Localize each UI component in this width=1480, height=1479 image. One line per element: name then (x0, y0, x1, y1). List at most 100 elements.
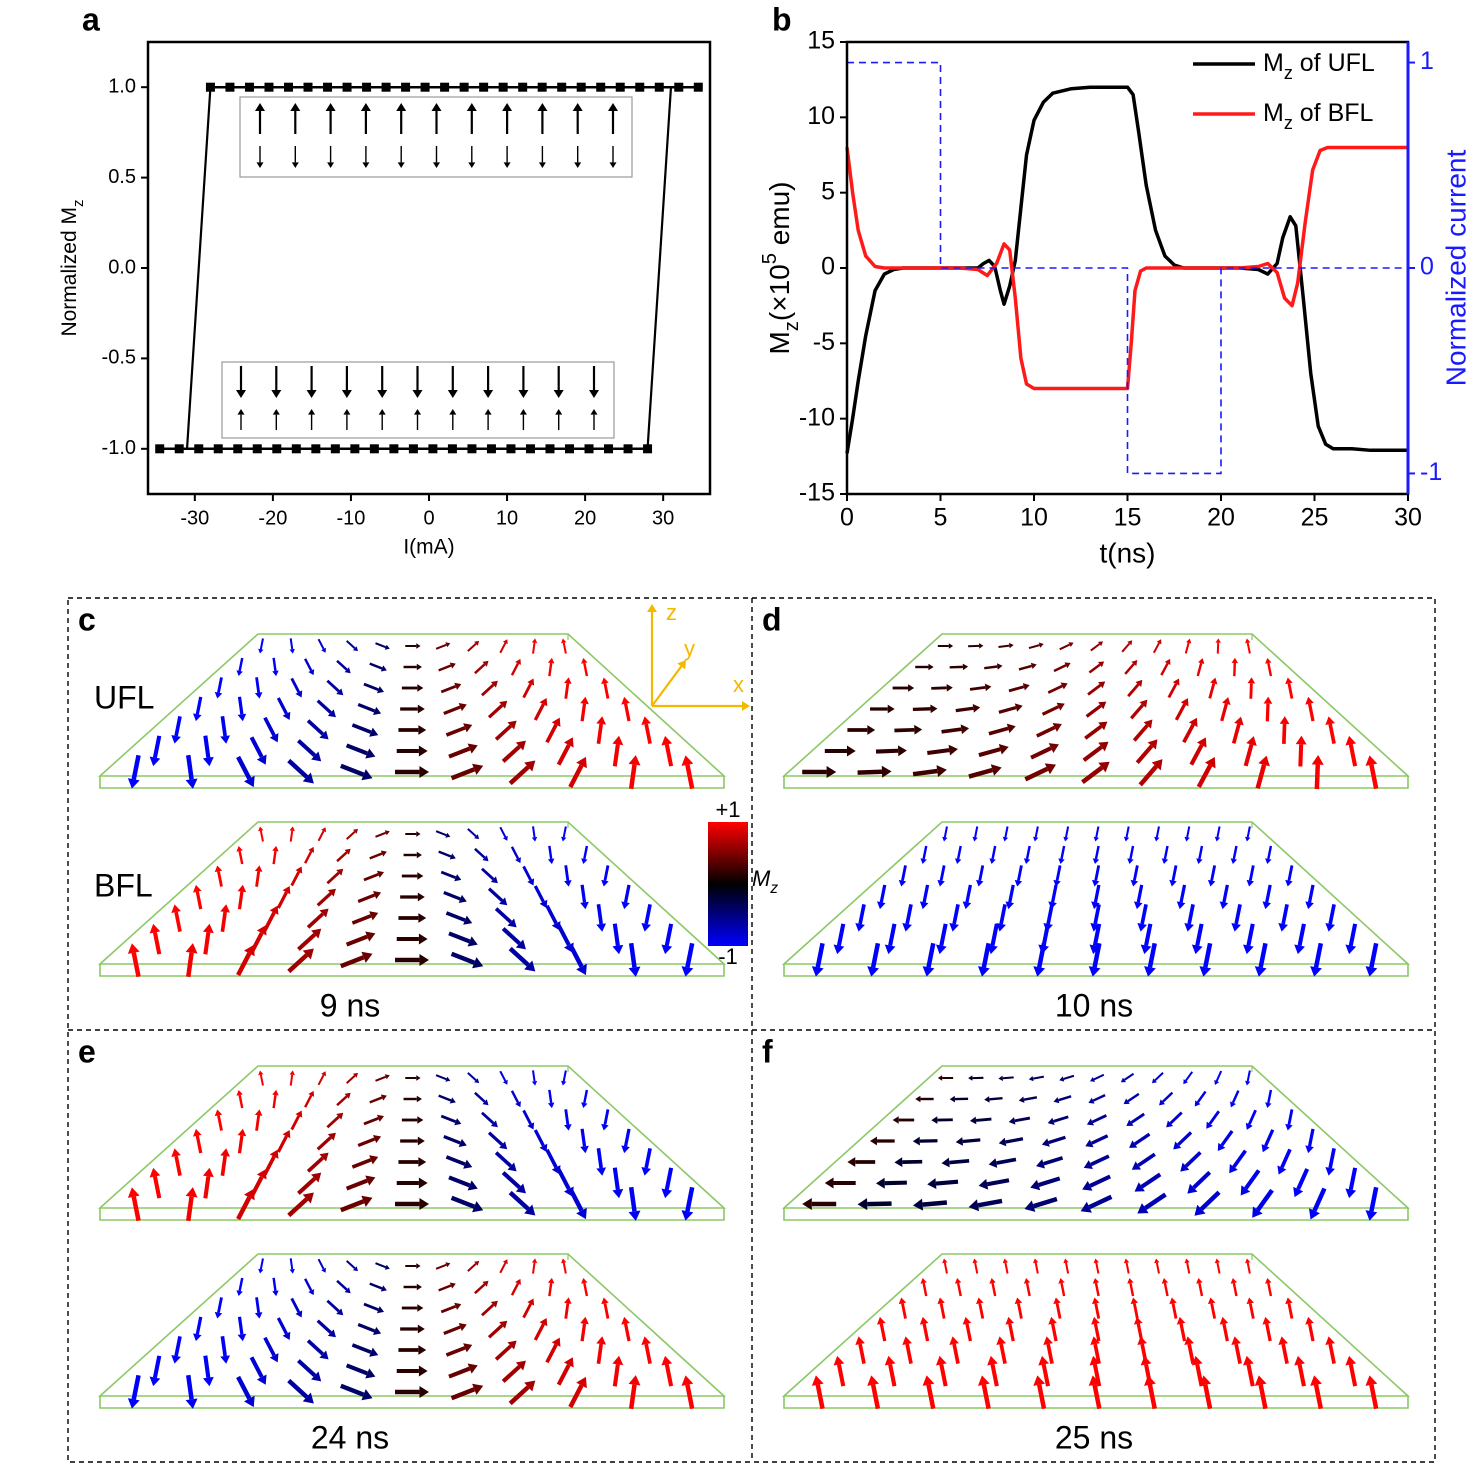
spin-arrow-head (612, 944, 624, 955)
spin-arrow (902, 904, 913, 932)
spin-arrow (955, 1137, 981, 1146)
spin-arrow-shaft (981, 1384, 991, 1410)
spin-arrow (501, 1360, 526, 1383)
spin-arrow-shaft (510, 1090, 520, 1104)
spin-arrow-head (681, 755, 694, 766)
spin-arrow-head (302, 1392, 314, 1404)
spin-arrow-shaft (152, 735, 162, 758)
spin-arrow (316, 1319, 336, 1338)
spin-arrow (894, 1157, 923, 1168)
spin-arrow-head (996, 1336, 1006, 1346)
spin-arrow-head (1305, 901, 1314, 910)
spin-arrow (913, 1198, 948, 1211)
spin-arrow-head (373, 1326, 382, 1336)
spin-arrow-head (302, 1192, 314, 1204)
y-axis-label: Normalized Mz (58, 199, 87, 336)
spin-arrow-head (576, 1376, 587, 1389)
spin-arrow-shaft (1161, 1091, 1174, 1103)
time-label: 10 ns (1055, 987, 1133, 1023)
spin-arrow-head (258, 648, 264, 654)
spin-arrow-head (902, 1336, 912, 1346)
spin-arrow-shaft (1055, 865, 1062, 881)
spin-arrow (400, 704, 425, 714)
spin-arrow (435, 642, 451, 650)
spin-arrow-shaft (628, 764, 637, 790)
spin-arrow (326, 1299, 344, 1316)
spin-arrow-shaft (272, 1277, 277, 1292)
spin-arrow (1184, 826, 1191, 842)
spin-arrow-shaft (203, 932, 211, 955)
spin-arrow-head (272, 845, 279, 852)
spin-arrow (1028, 1075, 1045, 1082)
spin-arrow-shaft (912, 768, 938, 777)
spin-arrow-head (876, 1177, 885, 1189)
spin-arrow (1262, 1316, 1272, 1342)
spin-arrow-shaft (1127, 683, 1140, 698)
spin-arrow (984, 1096, 1003, 1103)
spin-arrow-head (256, 1374, 267, 1385)
spin-arrow-shaft (289, 1258, 294, 1270)
spin-arrow-head (416, 643, 421, 649)
spin-arrow-shaft (1025, 845, 1031, 860)
y-tick-label: 1.0 (108, 75, 136, 97)
spin-arrow-shaft (289, 830, 294, 842)
spin-arrow-shaft (1198, 1282, 1204, 1297)
spin-arrow-shaft (1187, 904, 1195, 925)
spin-arrow (824, 745, 856, 757)
x-tick-label: 5 (934, 504, 948, 532)
spin-arrow-shaft (448, 1366, 471, 1379)
spin-arrow-shaft (494, 1151, 513, 1168)
spin-arrow-head (185, 1187, 198, 1198)
marker (604, 444, 614, 454)
spin-arrow (1041, 702, 1065, 716)
spin-arrow-shaft (1199, 1190, 1221, 1211)
spin-arrow-head (987, 1355, 998, 1366)
spin-arrow (214, 865, 223, 887)
spin-arrow-shaft (1017, 1303, 1023, 1319)
spin-arrow-head (1091, 1297, 1100, 1305)
spin-arrow (1043, 1336, 1054, 1364)
spin-arrow-shaft (1032, 1075, 1045, 1080)
spin-arrow-head (515, 658, 521, 665)
marker (233, 444, 243, 454)
spin-arrow-head (612, 1188, 624, 1199)
spin-arrow-head (417, 1116, 424, 1124)
spin-arrow-shaft (445, 726, 466, 737)
spin-arrow-head (551, 717, 561, 727)
spin-arrow-head (1140, 1355, 1152, 1366)
spin-arrow (580, 1128, 589, 1154)
spin-arrow-shaft (287, 758, 309, 779)
spin-arrow (641, 1148, 652, 1176)
spin-arrow-head (515, 857, 521, 864)
y-tick-label: 15 (807, 27, 835, 55)
spin-arrow-head (369, 727, 379, 737)
spin-arrow-shaft (990, 923, 999, 946)
inset-arrow (327, 146, 335, 168)
spin-arrow-head (193, 1333, 202, 1342)
spin-arrow-head (990, 764, 1002, 776)
spin-arrow (949, 663, 969, 671)
spin-arrow-shaft (685, 1384, 695, 1410)
spin-arrow-head (376, 870, 384, 878)
spin-arrow-shaft (438, 850, 452, 858)
spin-arrow (396, 1177, 428, 1189)
spin-arrow-shaft (952, 1343, 960, 1364)
spin-arrow-shaft (220, 1335, 227, 1357)
spin-arrow-head (894, 1157, 903, 1168)
spin-arrow-head (458, 1322, 467, 1332)
spin-arrow-shaft (340, 1199, 365, 1213)
spin-arrow-shaft (174, 1155, 182, 1176)
spin-arrow-head (998, 1137, 1007, 1147)
spin-arrow (438, 1094, 456, 1104)
spin-arrow (304, 1278, 315, 1296)
inset-arrow (574, 146, 582, 168)
spin-arrow-head (1093, 1258, 1099, 1264)
spin-arrow-shaft (522, 1109, 532, 1125)
spin-arrow-head (564, 677, 572, 684)
spin-arrow-head (352, 646, 358, 652)
spin-arrow-shaft (1004, 1262, 1009, 1274)
spin-arrow-shaft (1053, 664, 1067, 673)
spin-arrow-shaft (237, 891, 244, 910)
spin-arrow-head (846, 745, 856, 757)
spin-arrow-shaft (1234, 1343, 1242, 1364)
